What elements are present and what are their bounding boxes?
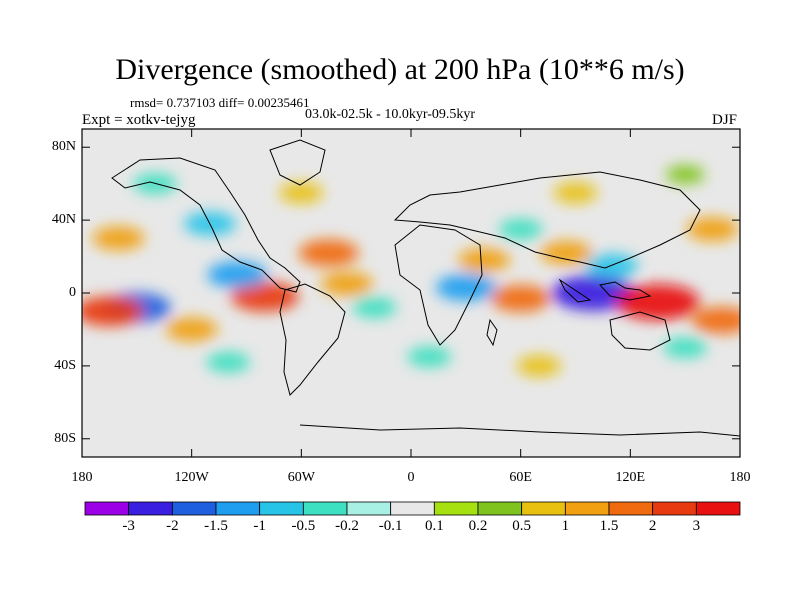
colorbar-swatch-3 <box>215 501 261 516</box>
divergence-feature-0 <box>551 275 636 311</box>
x-tick-label: 0 <box>407 470 415 485</box>
colorbar-swatch-14 <box>695 501 741 516</box>
divergence-feature-25 <box>516 355 561 377</box>
period-label: 03.0k-02.5k - 10.0kyr-09.5kyr <box>305 107 476 122</box>
colorbar-swatch-11 <box>564 501 610 516</box>
colorbar-label: 2 <box>648 518 657 534</box>
colorbar-label: -3 <box>122 518 135 534</box>
colorbar-label: 0.1 <box>424 518 444 534</box>
y-tick-label: 80N <box>51 139 76 155</box>
divergence-feature-1 <box>615 284 700 321</box>
divergence-feature-9 <box>540 240 593 265</box>
y-tick-label: 40S <box>54 357 76 373</box>
colorbar-swatch-9 <box>477 501 523 516</box>
colorbar-label: -0.5 <box>291 518 316 534</box>
divergence-feature-6 <box>298 239 359 267</box>
season-label: DJF <box>712 112 738 128</box>
x-tick-label: 180 <box>71 470 93 485</box>
divergence-feature-27 <box>665 164 705 185</box>
colorbar-swatch-12 <box>608 501 654 516</box>
colorbar-label: -1.5 <box>204 518 228 534</box>
colorbar-label: -2 <box>166 518 179 534</box>
divergence-feature-7 <box>92 226 145 251</box>
divergence-feature-12 <box>207 261 268 289</box>
colorbar-swatch-0 <box>84 501 130 516</box>
x-tick-label: 120E <box>615 470 646 485</box>
colorbar-swatch-2 <box>171 501 217 516</box>
colorbar-label: 3 <box>692 518 701 534</box>
divergence-feature-16 <box>352 297 397 319</box>
divergence-feature-14 <box>458 248 511 273</box>
divergence-feature-20 <box>498 218 543 240</box>
colorbar-swatch-5 <box>302 501 348 516</box>
divergence-feature-23 <box>206 351 251 373</box>
divergence-feature-8 <box>435 274 496 302</box>
divergence-feature-24 <box>407 346 452 368</box>
colorbar-label: -0.1 <box>378 518 403 534</box>
y-tick-label: 0 <box>69 285 76 300</box>
y-tick-label: 80S <box>54 430 76 446</box>
y-tick-label: 40N <box>51 212 76 228</box>
divergence-feature-18 <box>663 337 708 359</box>
divergence-feature-19 <box>165 317 218 342</box>
colorbar-swatch-7 <box>390 501 435 516</box>
colorbar-swatch-6 <box>346 501 392 516</box>
colorbar-label: 0.2 <box>468 518 488 534</box>
colorbar-swatch-8 <box>433 501 479 516</box>
colorbar-swatch-13 <box>652 501 697 516</box>
stats-line: rmsd= 0.737103 diff= 0.00235461 <box>130 95 310 110</box>
chart-title: Divergence (smoothed) at 200 hPa (10**6 … <box>115 53 685 86</box>
colorbar-swatch-1 <box>128 501 173 516</box>
colorbar-label: -1 <box>253 518 266 534</box>
colorbar <box>84 501 741 516</box>
divergence-feature-11 <box>686 217 739 242</box>
x-tick-label: 60E <box>509 470 532 485</box>
x-tick-label: 120W <box>174 470 209 485</box>
divergence-feature-4 <box>82 296 144 327</box>
colorbar-label: 0.5 <box>512 518 532 534</box>
colorbar-swatch-10 <box>521 501 566 516</box>
colorbar-label: -0.2 <box>335 518 359 534</box>
divergence-feature-5 <box>490 284 551 312</box>
experiment-label: Expt = xotkv-tejyg <box>82 112 196 128</box>
divergence-feature-15 <box>691 306 740 334</box>
colorbar-label: 1 <box>561 518 570 534</box>
x-tick-label: 180 <box>729 470 751 485</box>
colorbar-swatch-4 <box>259 501 304 516</box>
divergence-feature-13 <box>321 271 374 296</box>
x-tick-label: 60W <box>287 470 315 485</box>
divergence-feature-21 <box>279 182 324 204</box>
colorbar-label: 1.5 <box>599 518 619 534</box>
divergence-feature-22 <box>553 182 598 204</box>
coastlines <box>111 139 740 437</box>
